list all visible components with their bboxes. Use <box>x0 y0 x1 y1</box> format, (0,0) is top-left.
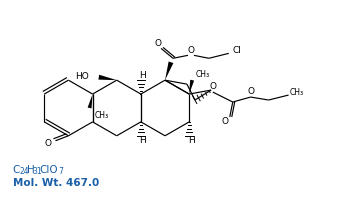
Text: O: O <box>221 117 228 126</box>
Text: Mol. Wt. 467.0: Mol. Wt. 467.0 <box>13 178 99 188</box>
Text: 24: 24 <box>19 167 29 176</box>
Text: H: H <box>139 136 146 145</box>
Polygon shape <box>88 94 92 108</box>
Text: 31: 31 <box>32 167 42 176</box>
Text: O: O <box>209 82 216 91</box>
Text: 7: 7 <box>58 167 63 176</box>
Text: HO: HO <box>75 72 89 81</box>
Text: CH₃: CH₃ <box>289 88 304 97</box>
Polygon shape <box>98 75 117 80</box>
Text: H: H <box>139 71 146 80</box>
Text: CH₃: CH₃ <box>95 111 109 120</box>
Text: O: O <box>44 139 51 148</box>
Polygon shape <box>189 80 194 94</box>
Text: O: O <box>247 87 254 96</box>
Polygon shape <box>165 62 174 80</box>
Text: C: C <box>13 165 20 175</box>
Text: H: H <box>27 165 34 175</box>
Text: O: O <box>155 39 161 48</box>
Text: CH₃: CH₃ <box>195 70 209 79</box>
Text: O: O <box>187 46 195 55</box>
Text: H: H <box>188 136 195 145</box>
Text: ClO: ClO <box>40 165 58 175</box>
Text: Cl: Cl <box>232 46 241 55</box>
